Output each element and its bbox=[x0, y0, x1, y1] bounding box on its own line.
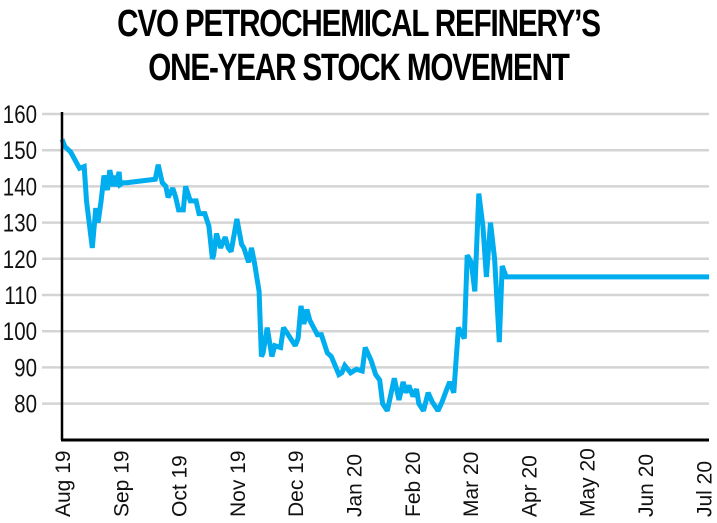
x-tick-label: Apr 20 bbox=[518, 455, 541, 517]
x-axis-tick-labels: Aug 19 Sep 19 Oct 19 Nov 19 Dec 19 Jan 20 Feb … bbox=[52, 448, 716, 517]
x-tick-label: Aug 19 bbox=[52, 450, 75, 517]
x-tick-label: Feb 20 bbox=[402, 452, 425, 517]
gridlines bbox=[42, 112, 709, 405]
x-tick-label: Jul 20 bbox=[693, 461, 716, 517]
x-tick-label: Mar 20 bbox=[460, 452, 483, 517]
x-tick-label: May 20 bbox=[577, 448, 600, 517]
y-tick-label: 100 bbox=[3, 317, 37, 345]
x-tick-label: Nov 19 bbox=[227, 450, 250, 517]
y-tick-label: 80 bbox=[14, 390, 37, 418]
axes bbox=[60, 112, 709, 442]
x-tick-label: Sep 19 bbox=[110, 450, 133, 517]
x-tick-label: Jun 20 bbox=[635, 454, 658, 517]
y-tick-label: 110 bbox=[4, 281, 37, 309]
y-tick-label: 120 bbox=[3, 245, 37, 273]
x-tick-label: Jan 20 bbox=[344, 454, 367, 517]
y-tick-label: 90 bbox=[14, 353, 37, 381]
series-line-stock-price bbox=[59, 138, 710, 413]
chart-title: CVO PETROCHEMICAL REFINERY’S ONE-YEAR ST… bbox=[79, 2, 638, 90]
y-tick-label: 140 bbox=[3, 172, 37, 200]
y-tick-label: 130 bbox=[3, 209, 37, 237]
y-tick-label: 160 bbox=[3, 100, 37, 128]
x-tick-label: Dec 19 bbox=[285, 450, 308, 517]
series-group bbox=[59, 138, 710, 413]
chart-title-line-2: ONE-YEAR STOCK MOVEMENT bbox=[148, 47, 570, 89]
y-axis-tick-labels: 160 150 140 130 120 110 100 90 80 bbox=[3, 100, 37, 418]
y-tick-label: 150 bbox=[3, 136, 37, 164]
x-tick-label: Oct 19 bbox=[169, 455, 192, 517]
chart-title-line-1: CVO PETROCHEMICAL REFINERY’S bbox=[117, 3, 601, 45]
